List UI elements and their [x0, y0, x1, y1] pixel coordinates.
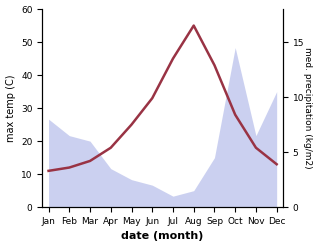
- X-axis label: date (month): date (month): [121, 231, 204, 242]
- Y-axis label: med. precipitation (kg/m2): med. precipitation (kg/m2): [303, 47, 313, 169]
- Y-axis label: max temp (C): max temp (C): [5, 74, 16, 142]
